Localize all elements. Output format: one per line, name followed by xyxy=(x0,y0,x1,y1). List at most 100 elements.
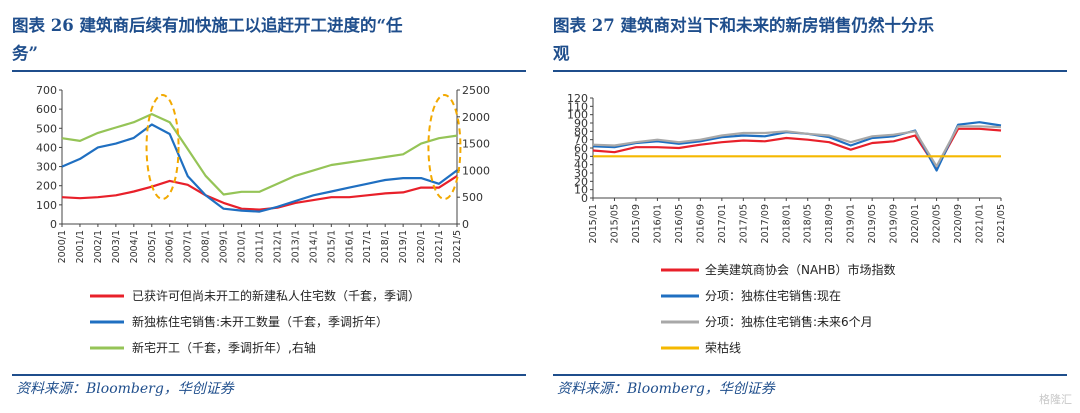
right-chart-panel: 图表 27 建筑商对当下和未来的新房销售仍然十分乐 观 0 10 20 30 40 50 6… xyxy=(553,0,1073,413)
x-tick-label: 2008/1 xyxy=(201,230,212,263)
x-tick-label: 2020/1 xyxy=(416,230,427,263)
x-tick-label: 2013/1 xyxy=(290,230,301,263)
left-title-line1: 图表 26 建筑商后续有加快施工以追赶开工进度的“任 xyxy=(12,16,403,35)
x-tick-label: 2006/1 xyxy=(165,230,176,263)
legend-label-2: 新独栋住宅销售:未开工数量（千套，季调折年） xyxy=(132,314,388,329)
left-chart-title: 图表 26 建筑商后续有加快施工以追赶开工进度的“任 务” xyxy=(12,12,532,68)
x-tick-label: 2016/01 xyxy=(652,204,663,243)
y-tick-label-left: 700 xyxy=(36,84,57,97)
x-tick-label: 2015/1 xyxy=(326,230,337,263)
x-tick-label: 2021/01 xyxy=(975,204,986,243)
highlight-ellipse-2 xyxy=(427,94,462,200)
right-top-rule xyxy=(553,70,1067,72)
series-line-3 xyxy=(61,112,458,196)
legend-label-1: 全美建筑商协会（NAHB）市场指数 xyxy=(705,262,895,277)
y-tick-label-left: 600 xyxy=(36,103,57,116)
y-tick-label-left: 0 xyxy=(50,218,57,231)
x-tick-label: 2015/09 xyxy=(631,204,642,243)
left-source: 资料来源：Bloomberg，华创证券 xyxy=(16,381,234,397)
y-tick-label: 0 xyxy=(581,192,588,205)
right-title-line1: 图表 27 建筑商对当下和未来的新房销售仍然十分乐 xyxy=(553,16,934,35)
series-line-2 xyxy=(61,123,458,213)
x-tick-label: 2020/09 xyxy=(953,204,964,243)
y-tick-label: 10 xyxy=(574,184,588,197)
y-tick-label-left: 100 xyxy=(36,199,57,212)
y-tick-label: 50 xyxy=(574,150,588,163)
highlight-ellipse-1 xyxy=(145,94,180,200)
x-tick-label: 2009/1 xyxy=(219,230,230,263)
x-tick-label: 2018/01 xyxy=(781,204,792,243)
right-bottom-rule xyxy=(553,374,1067,376)
x-tick-label: 2020/01 xyxy=(910,204,921,243)
right-title-line2: 观 xyxy=(553,44,570,63)
right-source: 资料来源：Bloomberg，华创证券 xyxy=(557,381,775,397)
x-tick-label: 2019/01 xyxy=(846,204,857,243)
y-tick-label-right: 2500 xyxy=(462,84,490,97)
y-tick-label: 40 xyxy=(574,159,588,172)
x-tick-label: 2014/1 xyxy=(308,230,319,263)
x-tick-label: 2018/09 xyxy=(824,204,835,243)
x-tick-label: 2016/05 xyxy=(674,204,685,243)
left-title-line2: 务” xyxy=(12,44,38,63)
x-tick-label: 2003/1 xyxy=(111,230,122,263)
x-tick-label: 2021/05 xyxy=(996,204,1007,243)
y-tick-label-right: 0 xyxy=(462,218,469,231)
y-tick-label-left: 300 xyxy=(36,161,57,174)
legend-label-4: 荣枯线 xyxy=(705,340,741,355)
left-chart-panel: 图表 26 建筑商后续有加快施工以追赶开工进度的“任 务” 0 100 200 300… xyxy=(12,0,532,413)
x-tick-label: 2018/05 xyxy=(803,204,814,243)
y-tick-label: 30 xyxy=(574,167,588,180)
series-line-3 xyxy=(592,125,1002,168)
y-tick-label-right: 1500 xyxy=(462,138,490,151)
x-tick-label: 2018/1 xyxy=(380,230,391,263)
x-tick-label: 2021/1 xyxy=(434,230,445,263)
legend-label-1: 已获许可但尚未开工的新建私人住宅数（千套，季调） xyxy=(132,288,420,303)
y-tick-label-left: 200 xyxy=(36,180,57,193)
x-tick-label: 2012/1 xyxy=(272,230,283,263)
left-chart-svg: 0 100 200 300 400 500 600 700 0 500 1000 1500 2000 25… xyxy=(36,84,490,355)
y-tick-label-right: 500 xyxy=(462,191,483,204)
x-tick-label: 2010/1 xyxy=(237,230,248,263)
x-tick-label: 2016/09 xyxy=(695,204,706,243)
x-tick-label: 2000/1 xyxy=(57,230,68,263)
legend-label-3: 分项：独栋住宅销售:未来6个月 xyxy=(705,314,873,329)
series-line-1 xyxy=(61,175,458,211)
legend-label-2: 分项：独栋住宅销售:现在 xyxy=(705,288,841,303)
x-tick-label: 2019/05 xyxy=(867,204,878,243)
y-tick-label: 110 xyxy=(567,100,588,113)
x-tick-label: 2021/5 xyxy=(452,230,463,263)
y-tick-label-left: 500 xyxy=(36,122,57,135)
x-tick-label: 2001/1 xyxy=(75,230,86,263)
right-chart-title: 图表 27 建筑商对当下和未来的新房销售仍然十分乐 观 xyxy=(553,12,1073,68)
x-tick-label: 2015/01 xyxy=(588,204,599,243)
x-tick-label: 2002/1 xyxy=(93,230,104,263)
y-tick-label: 100 xyxy=(567,109,588,122)
x-tick-label: 2005/1 xyxy=(147,230,158,263)
x-tick-label: 2016/1 xyxy=(344,230,355,263)
left-top-rule xyxy=(12,70,526,72)
x-tick-label: 2020/05 xyxy=(932,204,943,243)
y-tick-label-left: 400 xyxy=(36,141,57,154)
legend-label-3: 新宅开工（千套，季调折年）,右轴 xyxy=(132,340,316,355)
x-tick-label: 2019/1 xyxy=(398,230,409,263)
y-tick-label: 70 xyxy=(574,134,588,147)
x-tick-label: 2017/09 xyxy=(760,204,771,243)
y-tick-label: 80 xyxy=(574,125,588,138)
x-tick-label: 2017/01 xyxy=(717,204,728,243)
y-tick-label: 20 xyxy=(574,175,588,188)
x-tick-label: 2011/1 xyxy=(255,230,266,263)
x-tick-label: 2017/05 xyxy=(738,204,749,243)
y-tick-label: 120 xyxy=(567,92,588,105)
y-tick-label-right: 2000 xyxy=(462,111,490,124)
watermark-logo: 格隆汇 xyxy=(1039,393,1072,406)
y-tick-label: 90 xyxy=(574,117,588,130)
y-tick-label: 60 xyxy=(574,142,588,155)
x-tick-label: 2017/1 xyxy=(362,230,373,263)
x-tick-label: 2019/09 xyxy=(889,204,900,243)
y-tick-label-right: 1000 xyxy=(462,164,490,177)
left-bottom-rule xyxy=(12,374,526,376)
x-tick-label: 2007/1 xyxy=(183,230,194,263)
x-tick-label: 2004/1 xyxy=(129,230,140,263)
x-tick-label: 2015/05 xyxy=(609,204,620,243)
